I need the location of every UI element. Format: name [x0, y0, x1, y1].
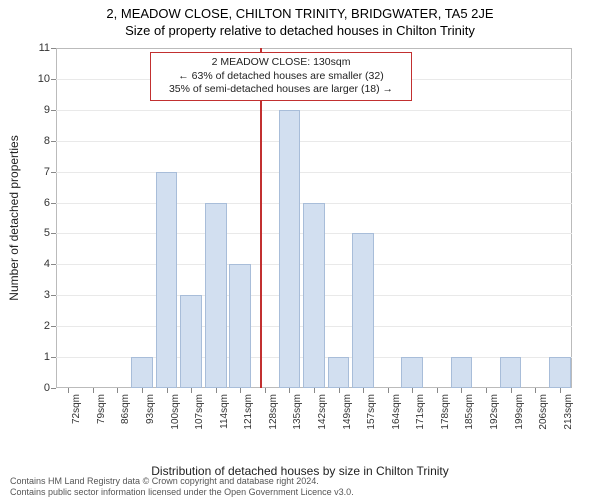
x-tick-label: 171sqm: [415, 394, 426, 430]
x-tick-label: 213sqm: [563, 394, 574, 430]
x-tick-mark: [461, 388, 462, 393]
x-tick-mark: [363, 388, 364, 393]
y-tick-mark: [51, 48, 56, 49]
x-tick-label: 93sqm: [145, 394, 156, 424]
x-tick-label: 149sqm: [342, 394, 353, 430]
y-tick-mark: [51, 203, 56, 204]
x-tick-mark: [412, 388, 413, 393]
x-tick-label: 72sqm: [71, 394, 82, 424]
y-tick-mark: [51, 172, 56, 173]
y-tick-label: 8: [44, 135, 50, 147]
annotation-line: ← 63% of detached houses are smaller (32…: [157, 70, 405, 84]
footer-line2: Contains public sector information licen…: [10, 487, 354, 498]
bar: [131, 357, 153, 388]
x-tick-mark: [560, 388, 561, 393]
bar: [451, 357, 473, 388]
bar: [549, 357, 571, 388]
grid-line: [56, 110, 572, 111]
annotation-line: 35% of semi-detached houses are larger (…: [157, 83, 405, 97]
x-tick-label: 135sqm: [292, 394, 303, 430]
footer-line1: Contains HM Land Registry data © Crown c…: [10, 476, 354, 487]
y-tick-label: 9: [44, 104, 50, 116]
footer-attribution: Contains HM Land Registry data © Crown c…: [10, 476, 354, 498]
grid-line: [56, 141, 572, 142]
x-tick-label: 164sqm: [391, 394, 402, 430]
y-tick-mark: [51, 326, 56, 327]
y-tick-label: 2: [44, 320, 50, 332]
x-tick-mark: [437, 388, 438, 393]
y-tick-mark: [51, 233, 56, 234]
bar: [180, 295, 202, 388]
x-tick-label: 79sqm: [96, 394, 107, 424]
y-tick-label: 3: [44, 289, 50, 301]
x-tick-label: 86sqm: [120, 394, 131, 424]
title-subtitle: Size of property relative to detached ho…: [0, 21, 600, 38]
x-tick-label: 107sqm: [194, 394, 205, 430]
axis-border-right: [571, 48, 572, 388]
axis-border-top: [56, 48, 572, 49]
bar: [328, 357, 350, 388]
x-tick-mark: [167, 388, 168, 393]
bar: [303, 203, 325, 388]
y-tick-mark: [51, 357, 56, 358]
x-tick-mark: [265, 388, 266, 393]
x-tick-mark: [191, 388, 192, 393]
x-tick-mark: [314, 388, 315, 393]
y-tick-label: 7: [44, 166, 50, 178]
x-tick-mark: [339, 388, 340, 393]
bar: [156, 172, 178, 388]
x-tick-mark: [93, 388, 94, 393]
chart-container: 2, MEADOW CLOSE, CHILTON TRINITY, BRIDGW…: [0, 0, 600, 500]
x-tick-label: 157sqm: [366, 394, 377, 430]
x-tick-mark: [68, 388, 69, 393]
y-tick-label: 0: [44, 382, 50, 394]
title-address: 2, MEADOW CLOSE, CHILTON TRINITY, BRIDGW…: [0, 0, 600, 21]
bar: [401, 357, 423, 388]
x-tick-mark: [511, 388, 512, 393]
x-tick-label: 121sqm: [243, 394, 254, 430]
axis-border-left: [56, 48, 57, 388]
y-axis-label: Number of detached properties: [7, 135, 21, 300]
x-tick-label: 206sqm: [538, 394, 549, 430]
plot-area: 0123456789101172sqm79sqm86sqm93sqm100sqm…: [56, 48, 572, 388]
bar: [500, 357, 522, 388]
y-tick-label: 5: [44, 227, 50, 239]
bar: [229, 264, 251, 388]
y-tick-mark: [51, 388, 56, 389]
x-tick-label: 128sqm: [268, 394, 279, 430]
y-tick-mark: [51, 79, 56, 80]
x-tick-label: 199sqm: [514, 394, 525, 430]
x-tick-mark: [486, 388, 487, 393]
x-tick-mark: [388, 388, 389, 393]
bar: [352, 233, 374, 388]
x-tick-mark: [240, 388, 241, 393]
x-tick-mark: [142, 388, 143, 393]
x-tick-label: 185sqm: [464, 394, 475, 430]
y-tick-label: 11: [39, 42, 50, 54]
x-tick-label: 142sqm: [317, 394, 328, 430]
y-tick-label: 10: [38, 73, 50, 85]
y-tick-label: 6: [44, 197, 50, 209]
annotation-box: 2 MEADOW CLOSE: 130sqm← 63% of detached …: [150, 52, 412, 101]
y-tick-mark: [51, 295, 56, 296]
x-tick-label: 192sqm: [489, 394, 500, 430]
x-tick-mark: [216, 388, 217, 393]
grid-line: [56, 172, 572, 173]
bar: [205, 203, 227, 388]
x-tick-label: 178sqm: [440, 394, 451, 430]
y-tick-label: 1: [44, 351, 50, 363]
y-tick-mark: [51, 141, 56, 142]
bar: [279, 110, 301, 388]
x-tick-mark: [535, 388, 536, 393]
x-tick-label: 114sqm: [219, 394, 230, 429]
x-tick-mark: [289, 388, 290, 393]
annotation-line: 2 MEADOW CLOSE: 130sqm: [157, 56, 405, 70]
x-tick-mark: [117, 388, 118, 393]
y-tick-label: 4: [44, 258, 50, 270]
y-tick-mark: [51, 264, 56, 265]
y-tick-mark: [51, 110, 56, 111]
x-tick-label: 100sqm: [170, 394, 181, 430]
